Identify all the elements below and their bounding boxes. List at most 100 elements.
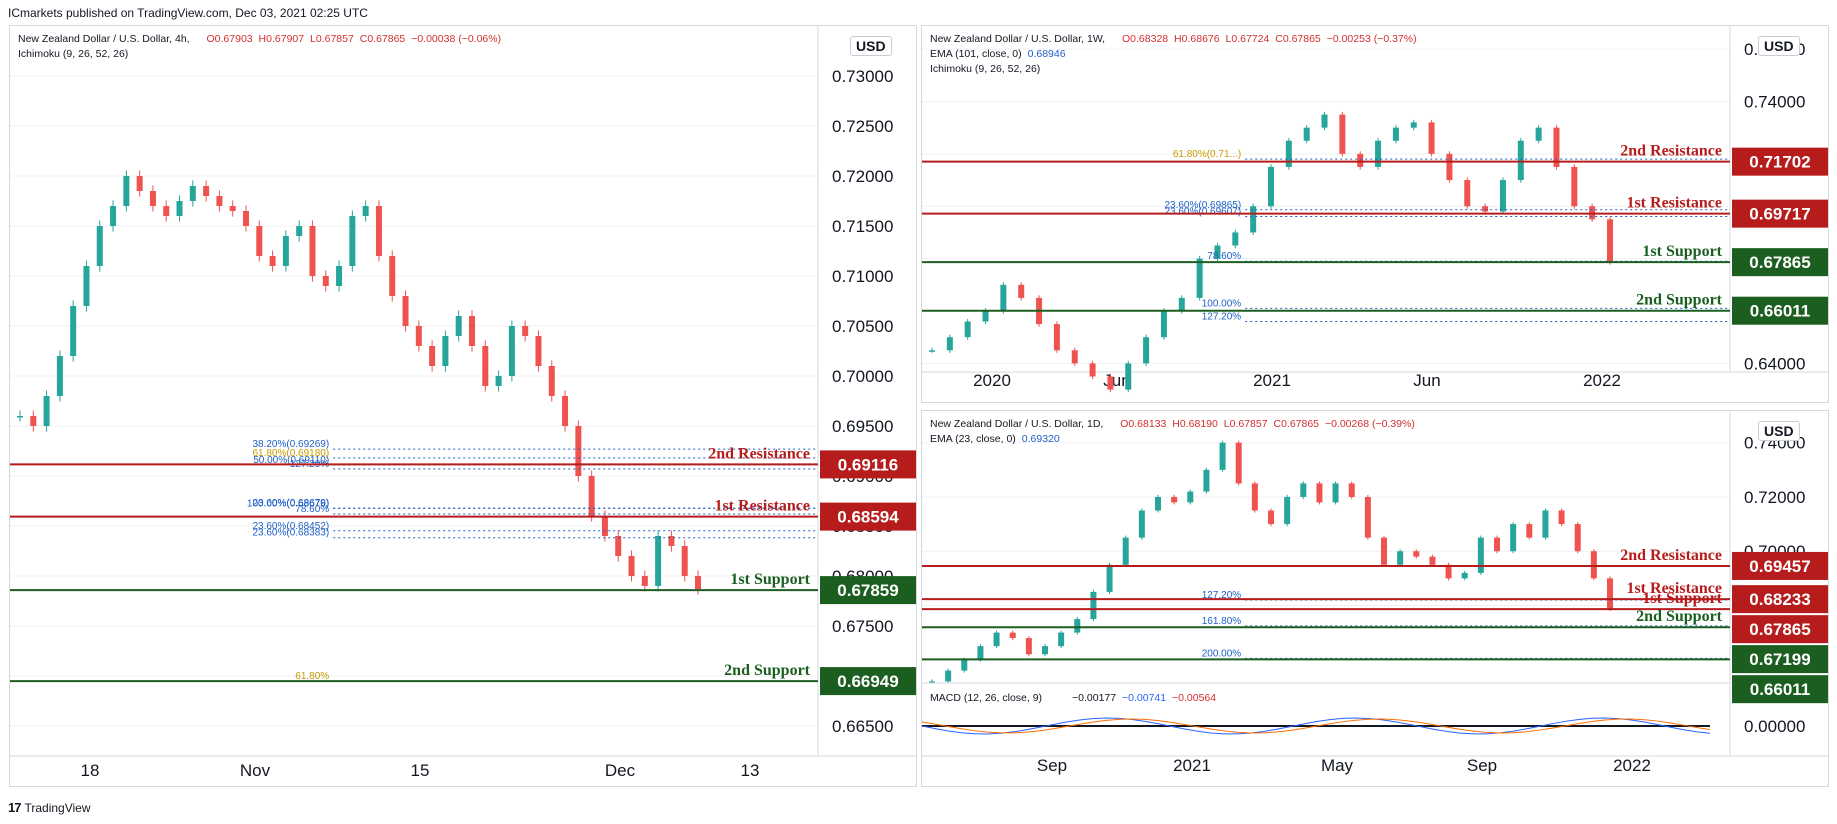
candle-body <box>123 176 130 206</box>
tradingview-logo-icon: 17 <box>8 800 22 815</box>
candle-body <box>442 336 449 366</box>
candle-body <box>243 211 249 226</box>
candle-body <box>375 206 382 256</box>
candle-body <box>136 176 143 191</box>
candle-body <box>96 226 103 266</box>
macd-value-1: −0.00177 <box>1072 692 1116 704</box>
candle-body <box>1590 551 1597 579</box>
candle-body <box>282 236 289 266</box>
chart-legend-4h: New Zealand Dollar / U.S. Dollar, 4h, O0… <box>18 32 501 62</box>
candle-body <box>1178 297 1185 311</box>
candle-body <box>17 416 23 418</box>
level-label: 1st Support <box>1642 590 1722 607</box>
candle-body <box>269 256 276 266</box>
x-tick-label: 2021 <box>1253 371 1291 390</box>
candle-body <box>1477 537 1484 573</box>
chart-panel-1w[interactable]: 0.760000.740000.720000.700000.680000.660… <box>921 25 1829 403</box>
candle-body <box>1155 496 1161 511</box>
level-label: 2nd Support <box>724 662 810 679</box>
candle-body <box>1138 510 1145 538</box>
candle-body <box>961 659 968 671</box>
x-tick-label: May <box>1321 756 1354 775</box>
price-tag <box>1732 248 1828 277</box>
candle-body <box>1106 564 1113 592</box>
candle-body <box>1196 258 1203 298</box>
level-label: 2nd Support <box>1636 608 1722 625</box>
candle-body <box>70 306 77 356</box>
currency-button[interactable]: USD <box>1758 36 1800 56</box>
level-label: 1st Resistance <box>1626 580 1722 597</box>
tradingview-footer[interactable]: 17 TradingView <box>8 800 91 815</box>
chart-canvas-1d[interactable]: 0.740000.720000.700000.680000.66000Sep20… <box>922 411 1828 786</box>
fib-label: 127.20% <box>1202 311 1242 322</box>
candle-body <box>982 311 989 322</box>
ohlc-open: O0.68133 <box>1120 418 1167 430</box>
candle-body <box>1235 442 1242 484</box>
y-tick-label: 0.69500 <box>832 417 893 436</box>
candle-body <box>43 396 50 426</box>
candle-body <box>30 416 37 426</box>
fib-label: 23.60%(0.68452) <box>252 521 329 532</box>
fib-label: 78.60% <box>295 504 329 515</box>
candle-body <box>1381 537 1387 565</box>
chart-panel-4h[interactable]: 0.73000 0.72500 0.72000 0.71500 0.71000 0.705… <box>9 25 917 787</box>
level-label: 2nd Support <box>1636 292 1722 309</box>
candle-body <box>1571 166 1578 207</box>
publisher-header: ICmarkets published on TradingView.com, … <box>8 6 368 20</box>
symbol-title: New Zealand Dollar / U.S. Dollar, 4h, <box>18 33 190 45</box>
candle-body <box>1364 496 1371 538</box>
level-label: 2nd Resistance <box>1620 143 1722 160</box>
price-tag <box>1732 199 1828 228</box>
price-tag <box>1732 615 1828 644</box>
price-tag <box>820 576 916 605</box>
candle-body <box>641 576 648 586</box>
candle-body <box>1461 572 1468 579</box>
candle-body <box>1558 510 1565 525</box>
candle-body <box>256 226 263 256</box>
candle-body <box>1143 337 1150 364</box>
price-tag-value: 0.66011 <box>1750 302 1811 321</box>
x-tick-label: 2022 <box>1583 371 1621 390</box>
candle-body <box>946 337 953 351</box>
candle-body <box>548 366 555 396</box>
candle-body <box>296 226 303 236</box>
candle-body <box>1392 127 1399 141</box>
currency-button[interactable]: USD <box>850 36 892 56</box>
ohlc-close: C0.67865 <box>1275 33 1321 45</box>
candle-body <box>336 266 343 286</box>
currency-button[interactable]: USD <box>1758 421 1800 441</box>
price-tag-value: 0.69717 <box>1749 205 1810 224</box>
candle-body <box>601 516 608 536</box>
candle-body <box>1574 524 1581 552</box>
level-label: 1st Support <box>1642 243 1722 260</box>
price-tag <box>1732 147 1828 176</box>
chart-canvas-1w[interactable]: 0.760000.740000.720000.700000.680000.660… <box>922 26 1828 402</box>
ema-value: 0.69320 <box>1021 433 1060 445</box>
candle-body <box>176 201 183 216</box>
candle-body <box>1232 232 1239 246</box>
y-tick-label: 0.64000 <box>1744 354 1805 373</box>
candle-body <box>1499 180 1506 212</box>
chart-canvas-4h[interactable]: 0.73000 0.72500 0.72000 0.71500 0.71000 0.705… <box>10 26 916 786</box>
macd-value-3: −0.00564 <box>1172 692 1216 704</box>
level-label: 2nd Resistance <box>708 445 810 462</box>
symbol-title: New Zealand Dollar / U.S. Dollar, 1D, <box>930 418 1104 430</box>
x-tick-label: 13 <box>741 761 760 780</box>
price-tag-value: 0.71702 <box>1749 153 1810 172</box>
candle-body <box>929 350 935 352</box>
ohlc-change: −0.00268 (−0.39%) <box>1324 418 1415 430</box>
candle-body <box>1446 153 1453 181</box>
candle-body <box>203 186 210 196</box>
candle-body <box>83 266 90 306</box>
candle-body <box>1219 442 1226 470</box>
candle-body <box>575 426 582 476</box>
candle-body <box>1053 324 1060 351</box>
y-tick-label: 0.70000 <box>832 367 893 386</box>
price-tag-value: 0.67865 <box>1749 253 1810 272</box>
candle-body <box>1009 632 1016 639</box>
x-tick-label: 2020 <box>973 371 1011 390</box>
price-tag-value: 0.69116 <box>838 455 899 474</box>
chart-panel-1d[interactable]: 0.740000.720000.700000.680000.66000Sep20… <box>921 410 1829 787</box>
candle-body <box>349 216 356 266</box>
ohlc-change: −0.00253 (−0.37%) <box>1326 33 1417 45</box>
